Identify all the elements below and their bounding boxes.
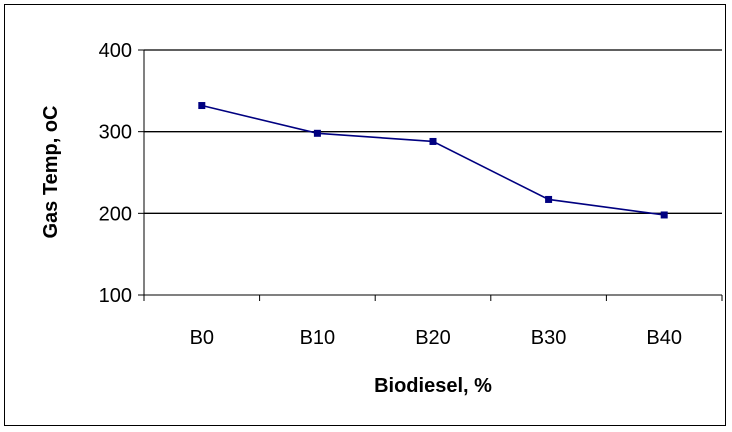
axes bbox=[143, 50, 722, 296]
x-tick-label-b20: B20 bbox=[415, 327, 451, 349]
x-tick-label-b0: B0 bbox=[190, 327, 214, 349]
y-axis-title: Gas Temp, oC bbox=[40, 106, 62, 239]
x-tick-label-b30: B30 bbox=[531, 327, 567, 349]
x-tick-label-b10: B10 bbox=[300, 327, 336, 349]
x-axis-ticks: B0 B10 B20 B30 B40 bbox=[143, 295, 723, 349]
gridlines bbox=[144, 49, 722, 214]
y-axis-ticks: 100 200 300 400 bbox=[99, 40, 144, 307]
chart-frame bbox=[4, 4, 726, 426]
y-tick-label: 200 bbox=[99, 203, 132, 225]
y-tick-label: 100 bbox=[99, 285, 132, 307]
y-tick-label: 300 bbox=[99, 122, 132, 144]
x-tick-label-b40: B40 bbox=[646, 327, 682, 349]
series-line bbox=[201, 104, 665, 216]
x-axis-title: Biodiesel, % bbox=[374, 375, 492, 397]
data-point-b40 bbox=[660, 211, 668, 219]
data-point-b0 bbox=[198, 102, 206, 110]
data-point-b10 bbox=[313, 129, 321, 137]
series-group bbox=[198, 102, 668, 219]
data-point-b30 bbox=[545, 195, 553, 203]
y-tick-label: 400 bbox=[99, 40, 132, 62]
data-point-b20 bbox=[429, 137, 437, 145]
